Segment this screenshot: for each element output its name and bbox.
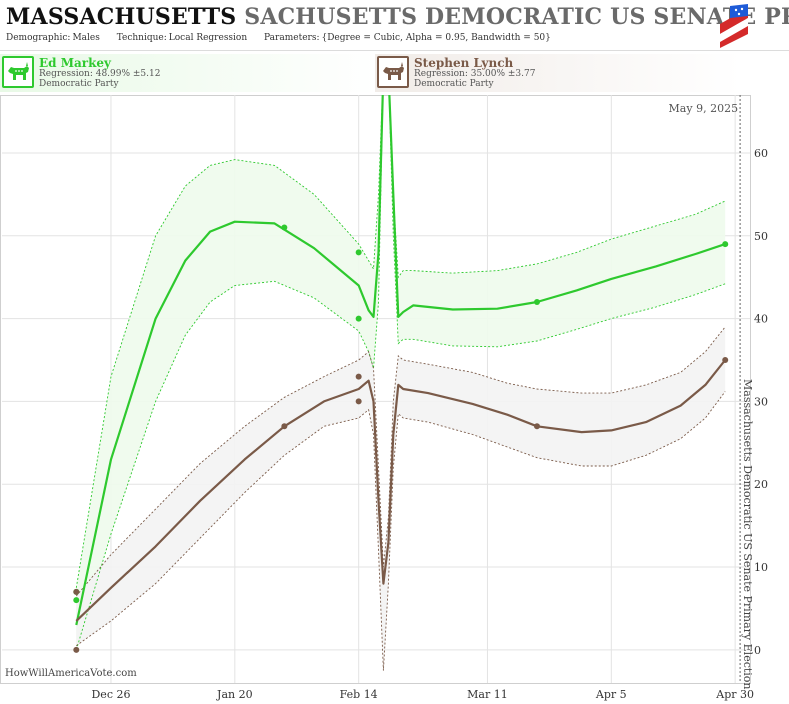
data-point [355,315,362,322]
y-tick-label: 20 [754,478,768,491]
x-tick-label: Apr 30 [715,688,754,701]
data-point [281,224,288,231]
data-point [533,299,540,306]
watermark: HowWillAmericaVote.com [5,668,137,679]
candidate-party: Democratic Party [39,79,119,89]
page-title: MASSACHUSETTS SACHUSETTS DEMOCRATIC US S… [6,4,789,30]
x-tick-label: Jan 20 [216,688,253,701]
candidate-card-markey: Ed Markey Regression: 48.99% ±5.12 Democ… [0,54,377,92]
data-point [73,597,80,604]
data-point [722,241,729,248]
candidate-card-lynch: Stephen Lynch Regression: 35.00% ±3.77 D… [375,54,741,92]
x-tick-label: Mar 11 [467,688,508,701]
election-side-label: Massachusetts Democratic US Senate Prima… [741,379,754,690]
candidate-regression: Regression: 48.99% ±5.12 [39,69,161,79]
parameters-line: Demographic: Males Technique: Local Regres… [6,33,565,43]
data-point [722,357,729,364]
data-point [355,373,362,380]
parameters-label: Parameters: [264,33,320,43]
data-point [281,423,288,430]
fit-line [75,359,727,622]
band-lower-line [76,391,726,671]
confidence-band [76,326,726,671]
x-tick-label: Dec 26 [91,688,130,701]
donkey-icon [377,56,409,88]
data-point [73,588,80,595]
plot-area [73,95,729,671]
x-tick-label: Apr 5 [595,688,627,701]
demographic-value: Males [72,33,100,43]
y-tick-label: 40 [754,313,768,326]
candidate-party: Democratic Party [414,79,494,89]
candidate-regression: Regression: 35.00% ±3.77 [414,69,536,79]
candidate-name: Ed Markey [39,56,112,70]
flag-logo-icon [718,4,750,48]
y-tick-label: 10 [754,561,768,574]
candidate-name: Stephen Lynch [414,56,514,70]
band-upper-line [75,95,726,588]
fit-line [75,95,726,626]
title-race: SACHUSETTS DEMOCRATIC US SENATE PRIM [244,4,789,30]
technique-value: Local Regression [168,33,248,43]
data-point [355,249,362,256]
data-point [73,646,80,653]
y-tick-label: 30 [754,395,768,408]
parameters-value: {Degree = Cubic, Alpha = 0.95, Bandwidth… [321,33,551,43]
header: MASSACHUSETTS SACHUSETTS DEMOCRATIC US S… [0,0,789,51]
data-point [355,398,362,405]
donkey-icon [2,56,34,88]
data-point [533,423,540,430]
confidence-band [76,95,726,650]
demographic-label: Demographic: [6,33,71,43]
y-tick-label: 0 [754,644,761,657]
y-tick-label: 50 [754,230,768,243]
title-state: MASSACHUSETTS [6,4,237,30]
y-tick-label: 60 [754,147,768,160]
band-upper-line [75,326,726,597]
technique-label: Technique: [116,33,167,43]
date-label: May 9, 2025 [669,102,739,115]
x-tick-label: Feb 14 [340,688,378,701]
regression-chart: 0 10 20 30 40 50 60 Dec 26 Jan 20 Feb 14 Mar 11 Apr… [0,95,768,701]
